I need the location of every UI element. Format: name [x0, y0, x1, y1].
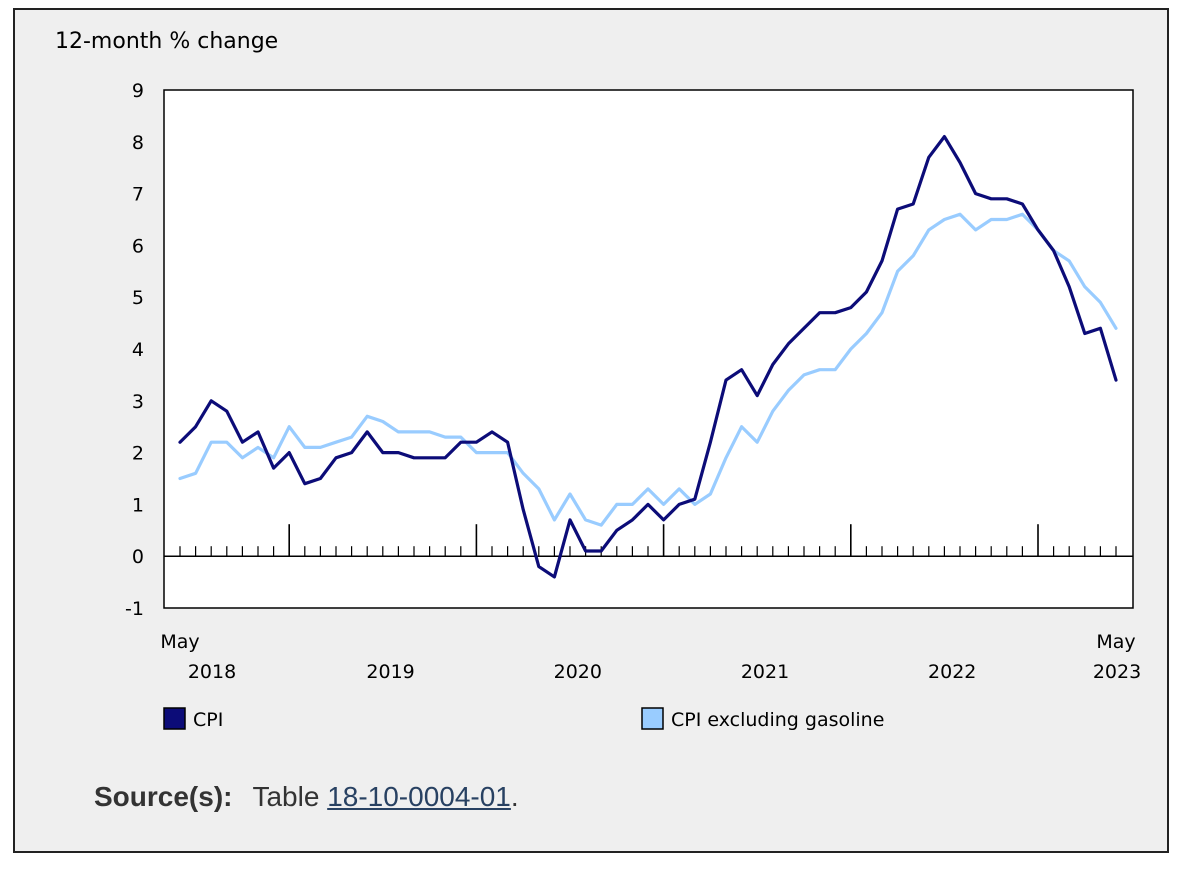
source-suffix: . [510, 781, 519, 812]
y-tick-label: 8 [132, 132, 144, 154]
plot-area [163, 89, 1134, 609]
source-note: Source(s): Table 18-10-0004-01. [94, 781, 519, 813]
y-axis-unit-label: 12-month % change [55, 29, 278, 54]
y-tick-label: -1 [125, 598, 144, 620]
x-month-label: May [160, 631, 199, 653]
x-year-label: 2019 [366, 661, 414, 683]
y-tick-label: 4 [132, 339, 144, 361]
x-year-label: 2022 [928, 661, 976, 683]
x-month-label: May [1096, 631, 1135, 653]
source-label: Source(s): [94, 781, 233, 812]
legend-swatch [163, 707, 186, 730]
x-year-label: 2020 [554, 661, 602, 683]
x-year-label: 2018 [188, 661, 236, 683]
y-tick-label: 5 [132, 287, 144, 309]
x-year-label: 2021 [741, 661, 789, 683]
source-prefix: Table [252, 781, 320, 812]
x-year-label: 2023 [1093, 661, 1141, 683]
y-tick-label: 0 [132, 546, 144, 568]
y-tick-label: 3 [132, 391, 144, 413]
y-tick-label: 1 [132, 494, 144, 516]
legend-label: CPI excluding gasoline [671, 709, 884, 731]
y-tick-label: 7 [132, 184, 144, 206]
legend-swatch [641, 707, 664, 730]
legend: CPI CPI excluding gasoline [163, 707, 884, 731]
y-tick-label: 6 [132, 235, 144, 257]
y-tick-label: 9 [132, 80, 144, 102]
y-tick-label: 2 [132, 443, 144, 465]
series-line-cpi [178, 135, 1118, 579]
legend-label: CPI [193, 709, 223, 731]
series-line-cpi-excluding-gasoline [178, 212, 1118, 527]
source-table-link[interactable]: 18-10-0004-01 [327, 781, 511, 812]
